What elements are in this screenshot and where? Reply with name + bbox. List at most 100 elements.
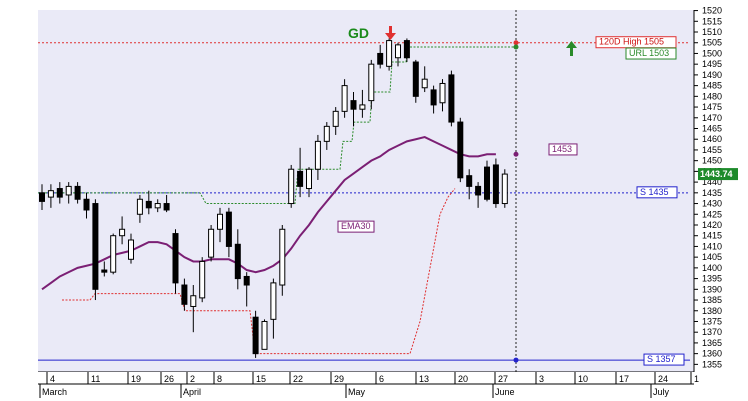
candle-body-up: [136, 198, 143, 215]
candle: [243, 272, 250, 307]
candle-body-up: [359, 104, 366, 110]
marker-dot-high: [513, 40, 519, 46]
candle-body-up: [439, 82, 446, 104]
candle: [439, 79, 446, 112]
x-tick-label: 1: [694, 374, 699, 384]
y-tick-label: 1470: [702, 113, 722, 123]
y-tick-label: 1460: [702, 134, 722, 144]
trailing-stop-long: [38, 46, 516, 205]
x-tick-label: 6: [379, 374, 384, 384]
candle: [430, 85, 437, 114]
x-tick-label: 20: [458, 374, 468, 384]
y-tick-label: 1435: [702, 188, 722, 198]
gd-signal: GD: [348, 25, 369, 41]
candle: [359, 89, 366, 118]
label-support-1357-box: [643, 353, 685, 366]
y-tick-label: 1475: [702, 102, 722, 112]
candle: [395, 42, 401, 67]
candle-body-down: [101, 269, 108, 273]
y-tick-label: 1370: [702, 327, 722, 337]
x-tick-label: 29: [334, 374, 344, 384]
last-price: 1443.74: [698, 168, 738, 181]
candle: [234, 229, 241, 290]
x-tick-label: 10: [578, 374, 588, 384]
x-tick-label: 3: [539, 374, 544, 384]
candle: [65, 182, 72, 204]
plot-area: [38, 10, 694, 372]
candle: [403, 38, 410, 63]
month-label: July: [653, 387, 670, 397]
candle-body-down: [457, 121, 464, 179]
candle: [217, 207, 223, 243]
x-tick-label: 13: [419, 374, 429, 384]
candle-body-down: [83, 198, 90, 211]
arrow-down-head: [385, 33, 396, 40]
candle-body-down: [377, 52, 384, 65]
y-tick-label: 1520: [702, 6, 722, 16]
candle: [412, 59, 419, 103]
candle-body-down: [145, 200, 152, 209]
candle: [377, 44, 384, 69]
y-tick-label: 1390: [702, 284, 722, 294]
label-url-box: [625, 47, 677, 60]
label-ema30: EMA30: [337, 220, 375, 233]
candle-body-down: [163, 203, 170, 211]
y-tick-label: 1430: [702, 199, 722, 209]
candle: [501, 169, 508, 208]
last-price-box: [698, 168, 738, 181]
candle-body-up: [199, 260, 206, 299]
candle-body-up: [395, 44, 401, 59]
x-tick-label: 27: [498, 374, 508, 384]
candle: [92, 199, 99, 301]
candle-body-down: [225, 211, 232, 247]
y-tick-label: 1415: [702, 231, 722, 241]
candle: [306, 167, 312, 198]
candle-body-up: [190, 295, 197, 307]
candle-body-up: [47, 190, 54, 198]
candle-body-up: [110, 235, 117, 273]
candle: [181, 278, 188, 311]
candle: [475, 182, 482, 208]
candle: [492, 158, 499, 208]
candle-body-up: [279, 228, 286, 286]
candle-body-down: [412, 61, 419, 97]
candle-body-down: [92, 203, 99, 290]
candle-body-up: [323, 125, 330, 142]
arrow-up-icon: [566, 41, 577, 56]
candle: [56, 182, 63, 204]
candle-body-down: [243, 275, 250, 286]
candle: [466, 169, 473, 200]
candle: [172, 229, 179, 294]
label-120d-high-text: 120D High 1505: [599, 37, 664, 47]
candle-body-down: [181, 284, 188, 305]
y-tick-label: 1400: [702, 263, 722, 273]
y-tick-label: 1480: [702, 91, 722, 101]
arrow-down-shaft: [389, 26, 392, 34]
candle-body-up: [368, 63, 375, 102]
candle: [145, 190, 152, 215]
candle: [261, 319, 268, 350]
candle: [225, 207, 232, 258]
candle: [252, 310, 259, 358]
candle: [332, 107, 339, 135]
candle-body-up: [119, 228, 126, 237]
arrow-down-icon: [385, 26, 396, 40]
y-tick-label: 1515: [702, 16, 722, 26]
candle: [297, 147, 304, 198]
x-tick-label: 24: [658, 374, 668, 384]
candle: [163, 194, 170, 213]
y-tick-label: 1375: [702, 316, 722, 326]
candle-body-down: [56, 188, 63, 198]
x-tick-label: 15: [256, 374, 266, 384]
y-tick-label: 1425: [702, 209, 722, 219]
candle: [314, 134, 321, 180]
y-tick-label: 1420: [702, 220, 722, 230]
label-ema30-value: 1453: [548, 143, 578, 156]
x-tick-label: 11: [91, 374, 100, 384]
marker-dot-url: [513, 44, 519, 50]
candle: [288, 164, 295, 208]
y-tick-label: 1405: [702, 252, 722, 262]
candle-body-up: [421, 78, 428, 89]
candle: [154, 199, 161, 213]
candle-body-down: [172, 233, 179, 284]
